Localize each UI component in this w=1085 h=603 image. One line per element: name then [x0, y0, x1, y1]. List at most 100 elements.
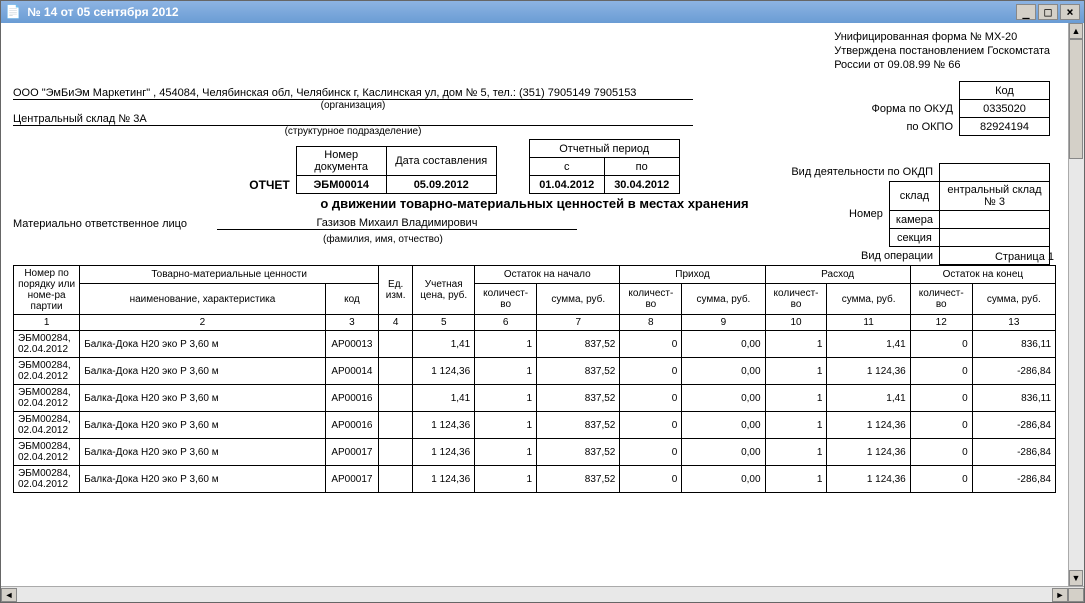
th-name: наименование, характеристика [80, 284, 326, 315]
from-value: 01.04.2012 [529, 176, 604, 194]
cell: -286,84 [972, 358, 1055, 385]
scroll-thumb[interactable] [1069, 39, 1083, 159]
cell: ЭБМ00284, 02.04.2012 [14, 358, 80, 385]
dept-sub: (структурное подразделение) [13, 126, 693, 137]
from-label: с [529, 158, 604, 176]
cell: 1 [765, 439, 827, 466]
cell: Балка-Дока Н20 эко Р 3,60 м [80, 385, 326, 412]
cell: 1 [475, 466, 537, 493]
cell: 0 [620, 358, 682, 385]
close-button[interactable]: × [1060, 4, 1080, 20]
org-name: ООО "ЭмБиЭм Маркетинг" , 454084, Челябин… [13, 87, 693, 100]
cell: 1,41 [827, 331, 910, 358]
cell: ЭБМ00284, 02.04.2012 [14, 439, 80, 466]
minimize-button[interactable]: _ [1016, 4, 1036, 20]
cell: 1 124,36 [827, 358, 910, 385]
cell: 0,00 [682, 331, 765, 358]
cell: АР00016 [325, 385, 378, 412]
cell: 1 124,36 [827, 412, 910, 439]
cell: 837,52 [537, 466, 620, 493]
cell: 1 [475, 412, 537, 439]
nomer-label: Номер [785, 182, 889, 247]
th-s4: сумма, руб. [972, 284, 1055, 315]
okpo-label: по ОКПО [864, 118, 960, 136]
operation-label: Вид операции [785, 247, 939, 265]
col-num: 3 [325, 315, 378, 331]
cell [379, 466, 413, 493]
col-num: 8 [620, 315, 682, 331]
cell: 837,52 [537, 412, 620, 439]
cell: 1 [475, 439, 537, 466]
cell: 837,52 [537, 358, 620, 385]
cell: 1 [765, 331, 827, 358]
cell: 0 [910, 466, 972, 493]
col-num: 13 [972, 315, 1055, 331]
cell: 0 [910, 412, 972, 439]
cell: 0,00 [682, 358, 765, 385]
responsible-value: Газизов Михаил Владимирович [217, 217, 577, 230]
cell [379, 412, 413, 439]
th-tmc: Товарно-материальные ценности [80, 266, 379, 284]
okpo-value: 82924194 [960, 118, 1050, 136]
period-label: Отчетный период [529, 140, 679, 158]
section-label: секция [889, 229, 939, 247]
cell: 1 [765, 385, 827, 412]
approval-line1: Унифицированная форма № МХ-20 [834, 31, 1050, 45]
table-row: ЭБМ00284, 02.04.2012Балка-Дока Н20 эко Р… [14, 466, 1056, 493]
right-meta-block: Вид деятельности по ОКДП Номер склад ент… [785, 163, 1050, 265]
cell: 1 124,36 [827, 439, 910, 466]
cell: 837,52 [537, 385, 620, 412]
cell: 1 [475, 331, 537, 358]
th-in: Приход [620, 266, 765, 284]
document-content: Унифицированная форма № МХ-20 Утверждена… [1, 23, 1068, 586]
cell: Балка-Дока Н20 эко Р 3,60 м [80, 331, 326, 358]
col-num: 7 [537, 315, 620, 331]
cell: -286,84 [972, 412, 1055, 439]
cell: 837,52 [537, 439, 620, 466]
th-code: код [325, 284, 378, 315]
cell: АР00014 [325, 358, 378, 385]
maximize-button[interactable]: □ [1038, 4, 1058, 20]
docnum-label: Номер документа [296, 147, 386, 176]
col-num: 2 [80, 315, 326, 331]
cell [379, 385, 413, 412]
cell: 1,41 [827, 385, 910, 412]
window-title: № 14 от 05 сентября 2012 [27, 5, 1014, 19]
vertical-scrollbar[interactable]: ▲ ▼ [1068, 23, 1084, 586]
scroll-right-icon[interactable]: ► [1052, 588, 1068, 602]
cell: 0 [910, 331, 972, 358]
cell: 0,00 [682, 439, 765, 466]
okud-label: Форма по ОКУД [864, 100, 960, 118]
cell: АР00016 [325, 412, 378, 439]
titlebar[interactable]: 📄 № 14 от 05 сентября 2012 _ □ × [1, 1, 1084, 23]
cell: 1 124,36 [827, 466, 910, 493]
sklad-value: ентральный склад № 3 [940, 182, 1050, 211]
cell: 1 [475, 385, 537, 412]
code-block: Код Форма по ОКУД 0335020 по ОКПО 829241… [864, 81, 1051, 136]
scroll-down-icon[interactable]: ▼ [1069, 570, 1083, 586]
th-q3: количест- во [765, 284, 827, 315]
cell: 0 [620, 439, 682, 466]
th-end: Остаток на конец [910, 266, 1055, 284]
docdate-value: 05.09.2012 [386, 176, 496, 194]
cell: ЭБМ00284, 02.04.2012 [14, 385, 80, 412]
cell: Балка-Дока Н20 эко Р 3,60 м [80, 466, 326, 493]
cell: Балка-Дока Н20 эко Р 3,60 м [80, 412, 326, 439]
okdp-label: Вид деятельности по ОКДП [785, 164, 939, 182]
cell: ЭБМ00284, 02.04.2012 [14, 412, 80, 439]
table-row: ЭБМ00284, 02.04.2012Балка-Дока Н20 эко Р… [14, 331, 1056, 358]
sklad-label: склад [889, 182, 939, 211]
cell: 1 124,36 [413, 358, 475, 385]
scroll-up-icon[interactable]: ▲ [1069, 23, 1083, 39]
main-table: Номер по порядку или номе-ра партии Това… [13, 265, 1056, 493]
to-value: 30.04.2012 [604, 176, 679, 194]
cell: 1,41 [413, 331, 475, 358]
th-price: Учетная цена, руб. [413, 266, 475, 315]
th-s3: сумма, руб. [827, 284, 910, 315]
docdate-label: Дата составления [386, 147, 496, 176]
scroll-left-icon[interactable]: ◄ [1, 588, 17, 602]
table-row: ЭБМ00284, 02.04.2012Балка-Дока Н20 эко Р… [14, 412, 1056, 439]
cell: 837,52 [537, 331, 620, 358]
horizontal-scrollbar[interactable]: ◄ ► [1, 586, 1084, 602]
cell: ЭБМ00284, 02.04.2012 [14, 331, 80, 358]
